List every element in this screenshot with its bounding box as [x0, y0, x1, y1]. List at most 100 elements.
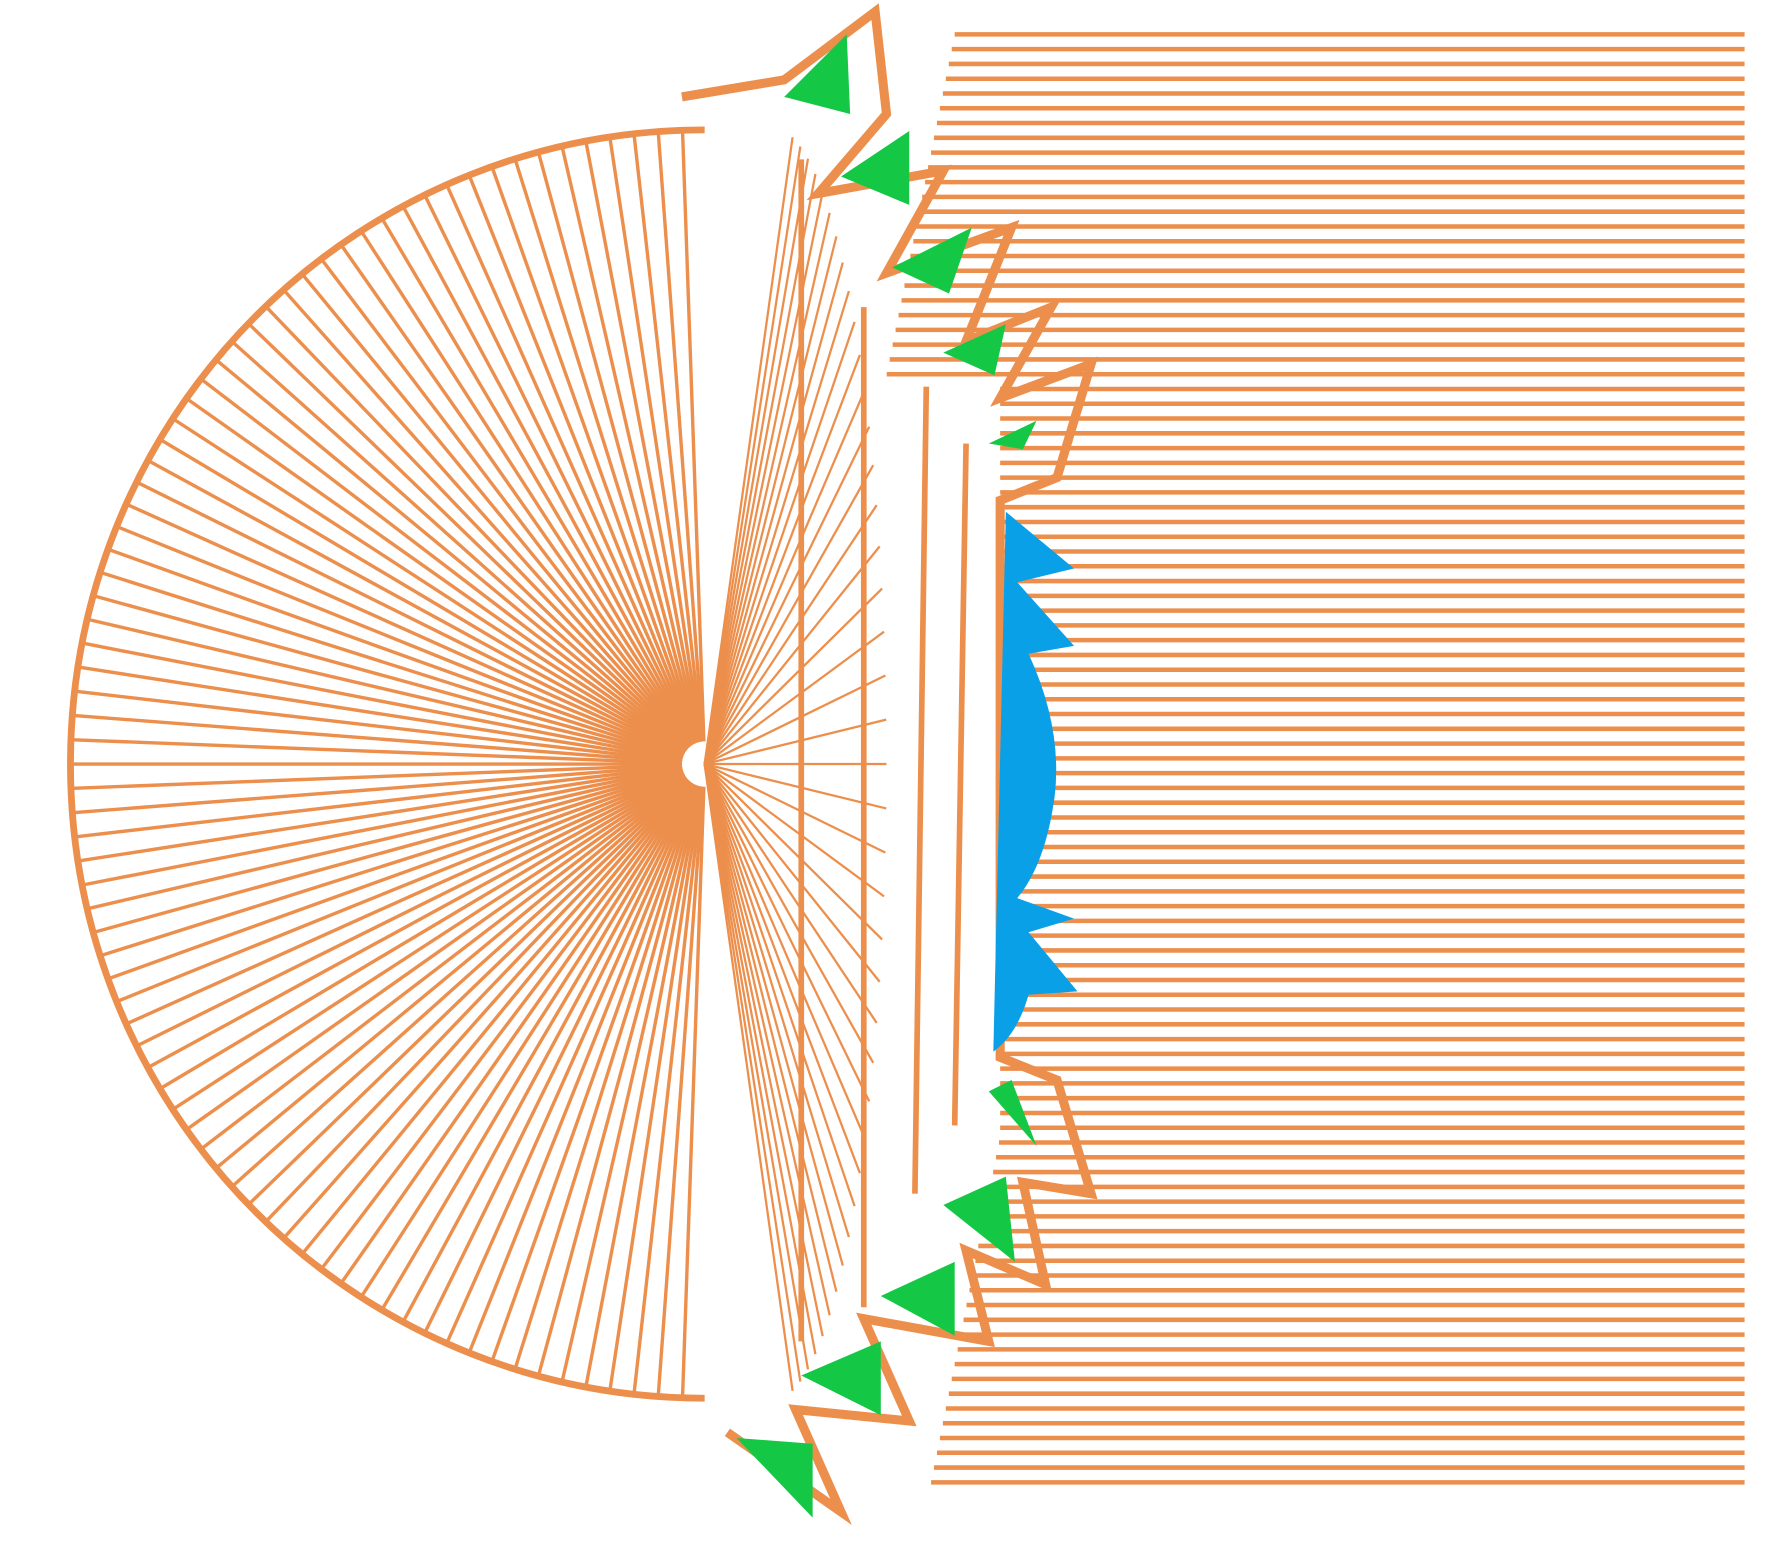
ray	[73, 763, 683, 791]
ray	[149, 460, 686, 755]
frame-line	[951, 443, 969, 1126]
ray	[703, 545, 881, 765]
ray	[703, 146, 802, 765]
ray	[537, 153, 701, 743]
ray	[160, 439, 687, 754]
ray	[118, 770, 685, 1003]
ray	[704, 674, 886, 766]
prism	[801, 1341, 881, 1416]
ray	[173, 774, 687, 1110]
ray	[232, 777, 689, 1187]
ray	[149, 773, 686, 1069]
ray	[216, 777, 689, 1169]
ray	[74, 764, 683, 815]
ray	[73, 738, 683, 765]
ray	[537, 785, 701, 1375]
prism	[988, 420, 1037, 450]
ray	[94, 594, 684, 760]
ray	[232, 341, 689, 751]
ray	[703, 137, 794, 765]
ray	[109, 770, 684, 980]
ray	[514, 785, 700, 1368]
ray	[704, 762, 887, 810]
ray	[468, 176, 698, 744]
ray	[703, 158, 810, 765]
ray	[94, 768, 684, 934]
ray	[703, 763, 861, 1174]
ray	[656, 786, 705, 1395]
prism	[841, 130, 910, 205]
ray	[703, 321, 856, 765]
ray	[703, 763, 881, 983]
ray	[283, 779, 691, 1238]
ray	[302, 274, 692, 748]
ray	[187, 775, 688, 1130]
ray	[160, 774, 687, 1090]
ray	[402, 207, 696, 745]
ray	[703, 426, 871, 765]
prism	[880, 1261, 955, 1336]
prism	[988, 1080, 1037, 1146]
ray	[560, 147, 702, 743]
ray	[703, 763, 802, 1382]
ray	[137, 481, 686, 756]
ray	[446, 784, 697, 1343]
ray	[703, 173, 817, 765]
ray	[680, 132, 706, 742]
ray	[703, 354, 861, 765]
ray	[703, 763, 844, 1266]
central-lens	[993, 511, 1078, 1052]
ray	[703, 290, 850, 765]
ray	[703, 763, 875, 1064]
prism	[943, 324, 1006, 376]
ray	[703, 630, 885, 765]
radial-rays	[72, 132, 887, 1396]
ray	[127, 503, 685, 757]
ray	[632, 786, 704, 1393]
ray	[360, 231, 694, 746]
ray	[302, 780, 692, 1254]
ray	[491, 168, 699, 744]
ray	[84, 641, 683, 762]
ray	[424, 783, 697, 1332]
ray	[187, 398, 688, 753]
prism	[943, 1176, 1015, 1262]
ray	[424, 196, 697, 745]
ray	[608, 138, 703, 742]
frame-line	[912, 386, 930, 1194]
ray	[248, 323, 690, 750]
lens-outline-arc	[67, 126, 705, 1402]
ray	[656, 133, 705, 742]
ray	[703, 763, 856, 1207]
ray	[79, 665, 683, 763]
ray	[468, 784, 698, 1352]
ray	[84, 766, 683, 887]
ray	[340, 245, 694, 747]
ray	[118, 525, 685, 758]
ray	[76, 689, 683, 764]
ray	[201, 378, 688, 752]
ray	[703, 763, 850, 1238]
ray	[703, 389, 866, 765]
ray	[173, 418, 687, 754]
ray	[703, 763, 871, 1102]
ray	[514, 160, 700, 743]
ray	[381, 219, 695, 746]
prism	[892, 227, 972, 294]
ray	[703, 763, 831, 1316]
ray	[703, 763, 866, 1139]
ray	[703, 763, 817, 1355]
prism	[784, 34, 851, 114]
prisms	[736, 34, 1037, 1518]
ray	[74, 713, 683, 765]
ray	[248, 778, 690, 1205]
ray	[703, 464, 875, 765]
ray	[584, 143, 703, 743]
ray	[101, 571, 684, 759]
ray	[127, 771, 685, 1025]
ray	[703, 763, 824, 1337]
lens-frame	[681, 3, 1099, 1525]
ray	[608, 786, 703, 1390]
